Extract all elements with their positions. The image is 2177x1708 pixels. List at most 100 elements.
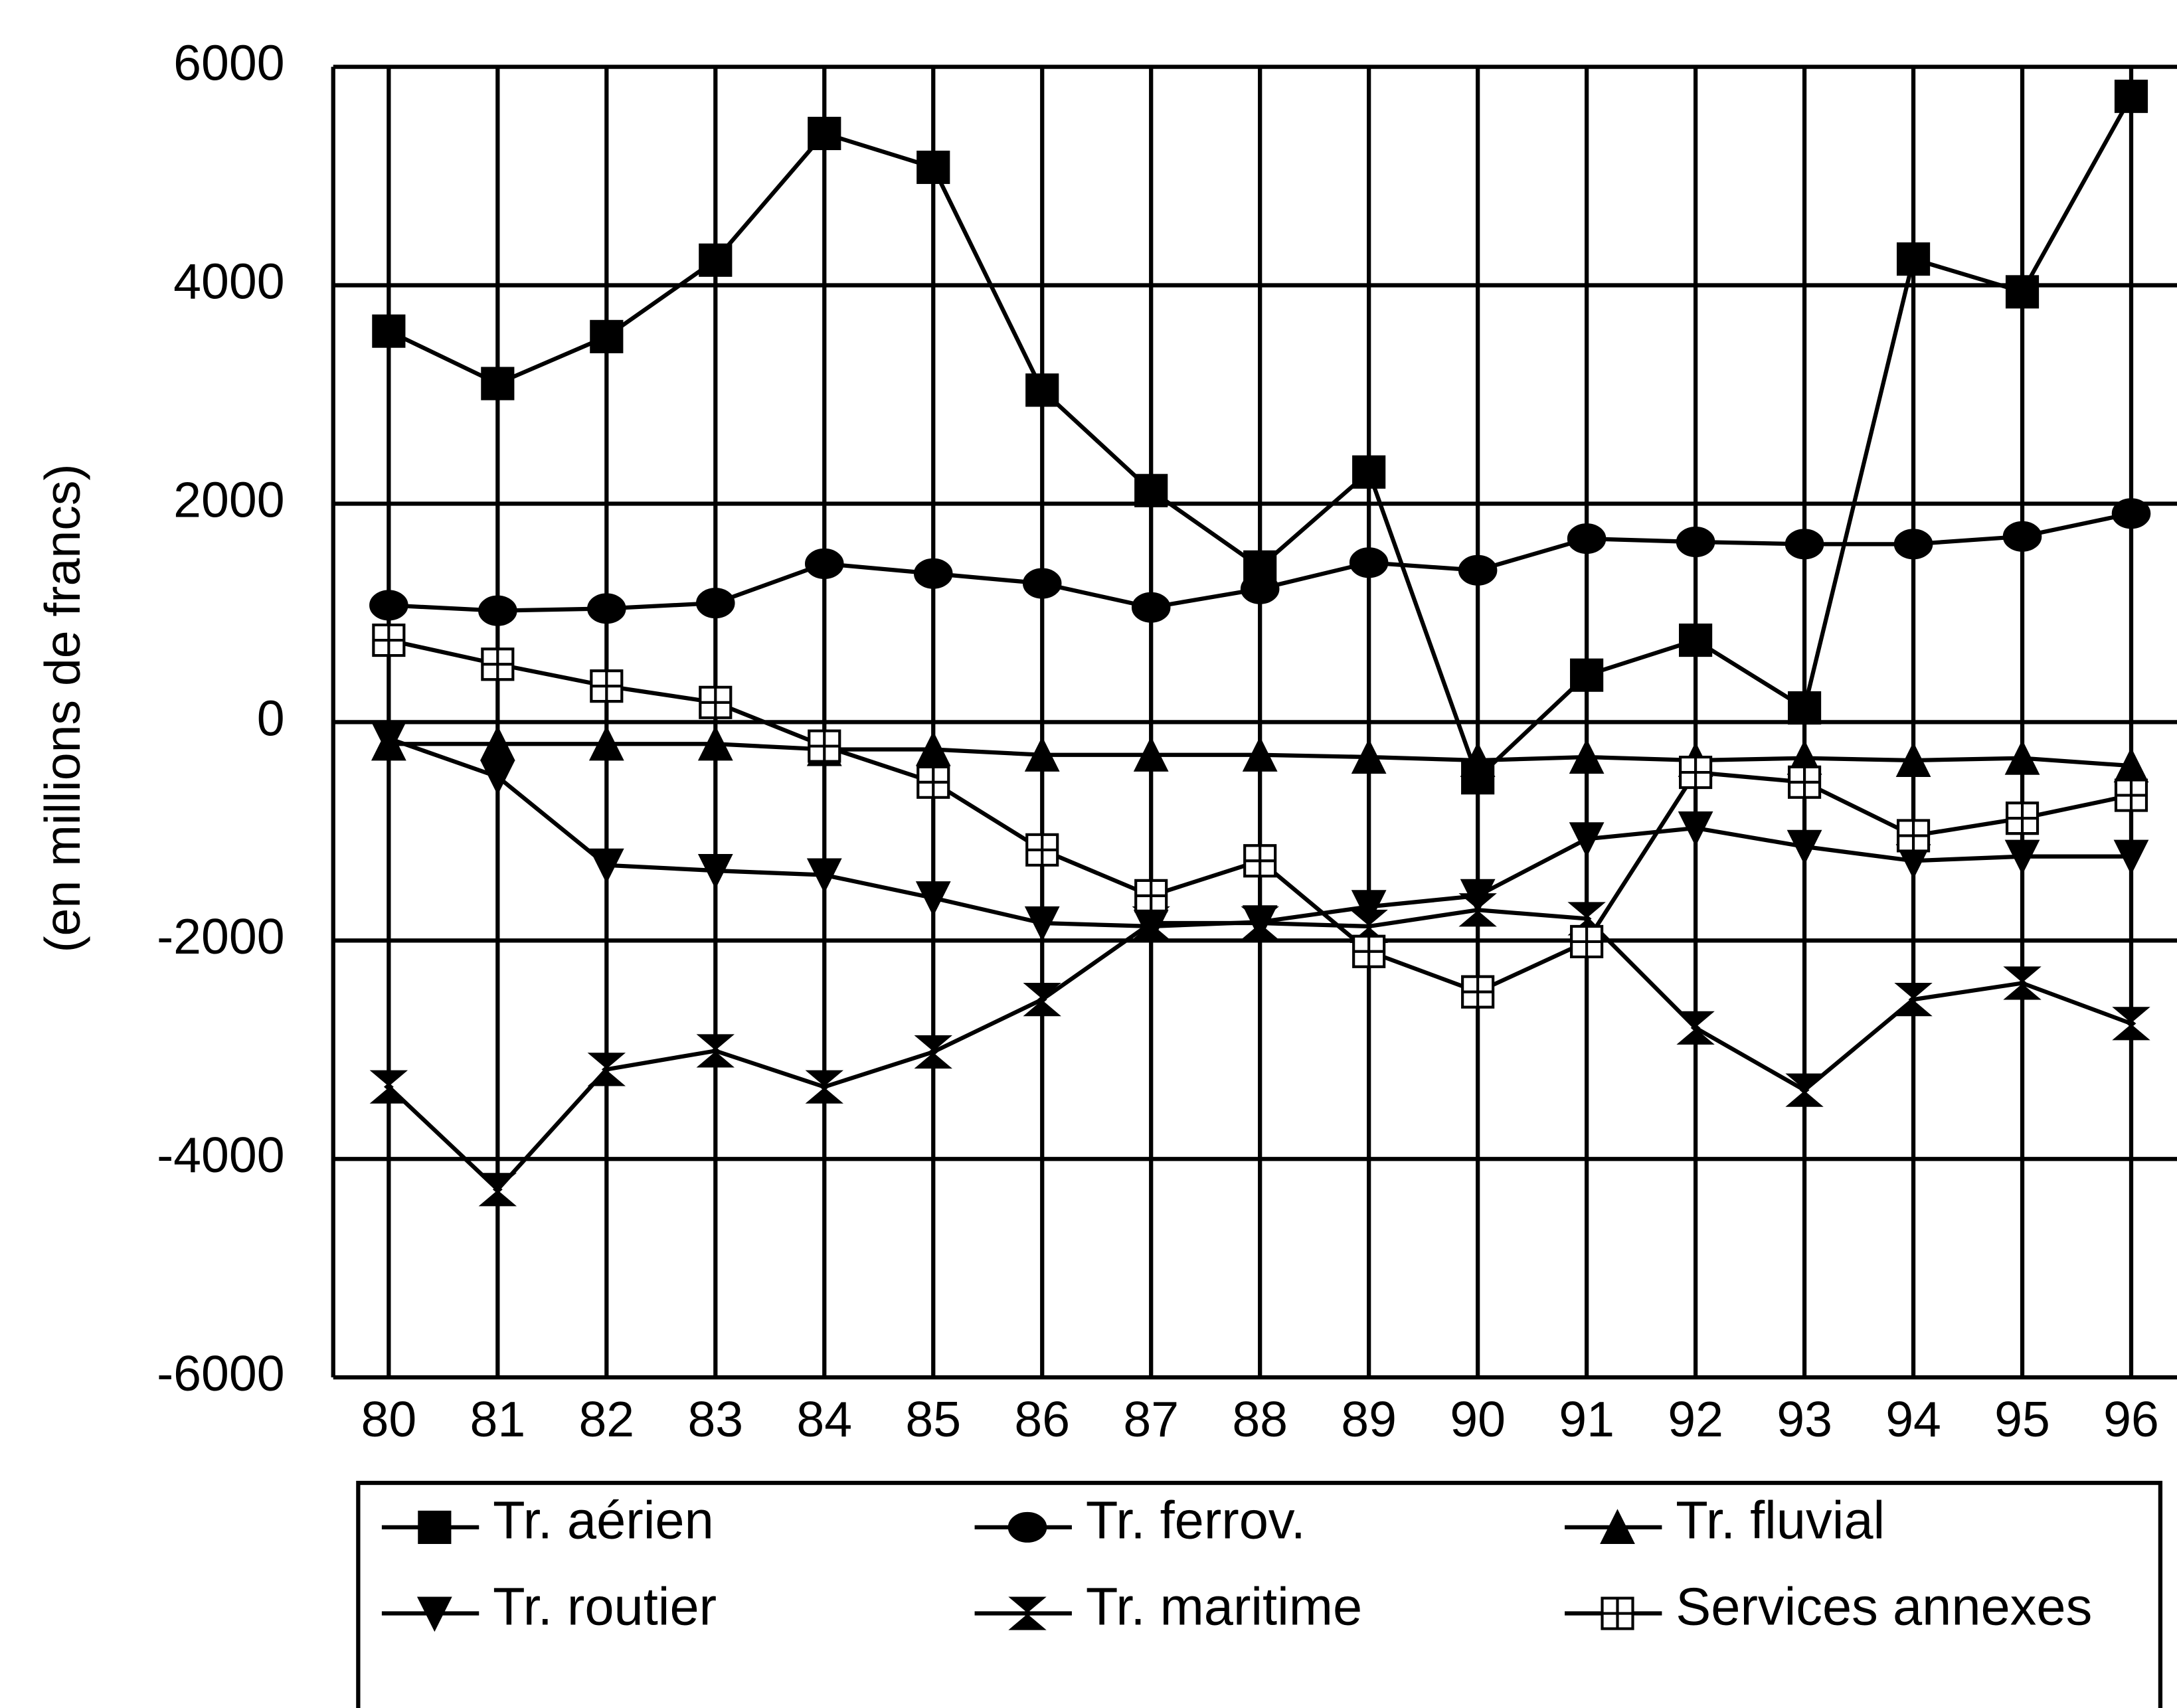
marker xyxy=(916,765,950,799)
marker xyxy=(2111,498,2151,529)
legend-label: Tr. ferrov. xyxy=(1086,1491,1306,1550)
x-tick-label: 90 xyxy=(1450,1391,1506,1447)
marker xyxy=(1461,975,1495,1009)
marker xyxy=(2003,966,2042,1000)
marker xyxy=(1787,765,1822,799)
marker xyxy=(1785,529,1824,560)
legend-label: Tr. aérien xyxy=(493,1491,714,1550)
marker xyxy=(1349,547,1389,578)
marker xyxy=(1787,691,1822,725)
marker xyxy=(1896,819,1931,853)
marker xyxy=(1896,242,1931,276)
marker xyxy=(1600,1509,1635,1545)
marker-part xyxy=(700,687,731,718)
x-tick-label: 82 xyxy=(578,1391,634,1447)
marker xyxy=(1131,592,1171,623)
marker xyxy=(696,588,735,619)
marker xyxy=(1569,738,1605,774)
marker xyxy=(1679,755,1713,790)
legend-label: Tr. routier xyxy=(493,1577,717,1636)
marker xyxy=(1894,983,1933,1017)
x-tick-label: 94 xyxy=(1885,1391,1941,1447)
marker xyxy=(808,116,841,151)
marker xyxy=(1025,373,1059,407)
legend-label: Services annexes xyxy=(1676,1577,2092,1636)
x-tick-label: 86 xyxy=(1014,1391,1070,1447)
y-tick-label: 0 xyxy=(257,690,285,746)
marker xyxy=(1458,555,1498,586)
x-tick-label: 96 xyxy=(2103,1391,2159,1447)
x-tick-label: 91 xyxy=(1559,1391,1614,1447)
marker xyxy=(697,853,733,889)
x-tick-label: 93 xyxy=(1777,1391,1832,1447)
x-tick-label: 88 xyxy=(1232,1391,1288,1447)
marker xyxy=(481,367,515,400)
marker xyxy=(2005,275,2040,309)
marker xyxy=(1460,742,1496,778)
legend-label: Tr. fluvial xyxy=(1676,1491,1885,1550)
marker xyxy=(1569,822,1605,858)
marker xyxy=(1679,623,1713,657)
marker xyxy=(1458,893,1497,927)
marker xyxy=(1351,890,1387,926)
marker xyxy=(1023,983,1061,1017)
marker xyxy=(1243,844,1277,878)
marker xyxy=(699,243,733,277)
marker-part xyxy=(591,671,622,702)
marker xyxy=(2002,521,2042,552)
marker xyxy=(913,558,953,589)
marker xyxy=(1676,527,1715,558)
marker xyxy=(418,1510,452,1545)
legend-label: Tr. maritime xyxy=(1086,1577,1362,1636)
marker-part xyxy=(1680,757,1711,788)
legend-box xyxy=(356,1480,2163,1708)
marker-part xyxy=(918,766,949,798)
marker-part xyxy=(1602,1598,1633,1629)
y-axis-label: (en millions de francs) xyxy=(35,464,90,952)
marker xyxy=(1242,736,1278,772)
marker-part xyxy=(809,730,840,762)
marker-part xyxy=(1353,936,1385,967)
x-tick-label: 87 xyxy=(1123,1391,1179,1447)
marker xyxy=(2112,1007,2150,1041)
marker xyxy=(1240,573,1280,604)
marker xyxy=(1678,811,1713,847)
marker xyxy=(915,730,951,766)
marker xyxy=(1785,1073,1824,1107)
marker xyxy=(1134,473,1168,507)
marker xyxy=(805,1070,843,1104)
y-tick-label: -4000 xyxy=(157,1127,284,1183)
marker xyxy=(590,319,624,353)
marker xyxy=(587,593,626,624)
x-tick-label: 81 xyxy=(470,1391,525,1447)
marker xyxy=(1570,658,1604,692)
x-tick-label: 84 xyxy=(796,1391,852,1447)
marker xyxy=(371,721,406,757)
x-tick-label: 89 xyxy=(1341,1391,1397,1447)
marker-part xyxy=(1789,766,1820,798)
marker xyxy=(2113,839,2149,875)
marker xyxy=(479,725,515,761)
marker xyxy=(1008,1596,1047,1630)
marker-part xyxy=(1245,845,1276,877)
marker xyxy=(372,623,406,657)
marker xyxy=(369,590,408,621)
marker xyxy=(916,150,950,185)
x-tick-label: 85 xyxy=(905,1391,961,1447)
marker-part xyxy=(1571,926,1603,957)
marker xyxy=(478,1173,517,1207)
marker-part xyxy=(2007,803,2038,834)
marker xyxy=(369,1070,408,1104)
marker xyxy=(479,760,515,796)
marker xyxy=(1352,934,1386,968)
marker xyxy=(587,1053,626,1086)
marker xyxy=(2004,739,2040,775)
marker xyxy=(478,595,517,626)
marker xyxy=(806,858,842,894)
marker xyxy=(1024,736,1060,772)
marker xyxy=(1133,736,1169,772)
marker-part xyxy=(373,625,404,656)
marker xyxy=(699,685,733,719)
